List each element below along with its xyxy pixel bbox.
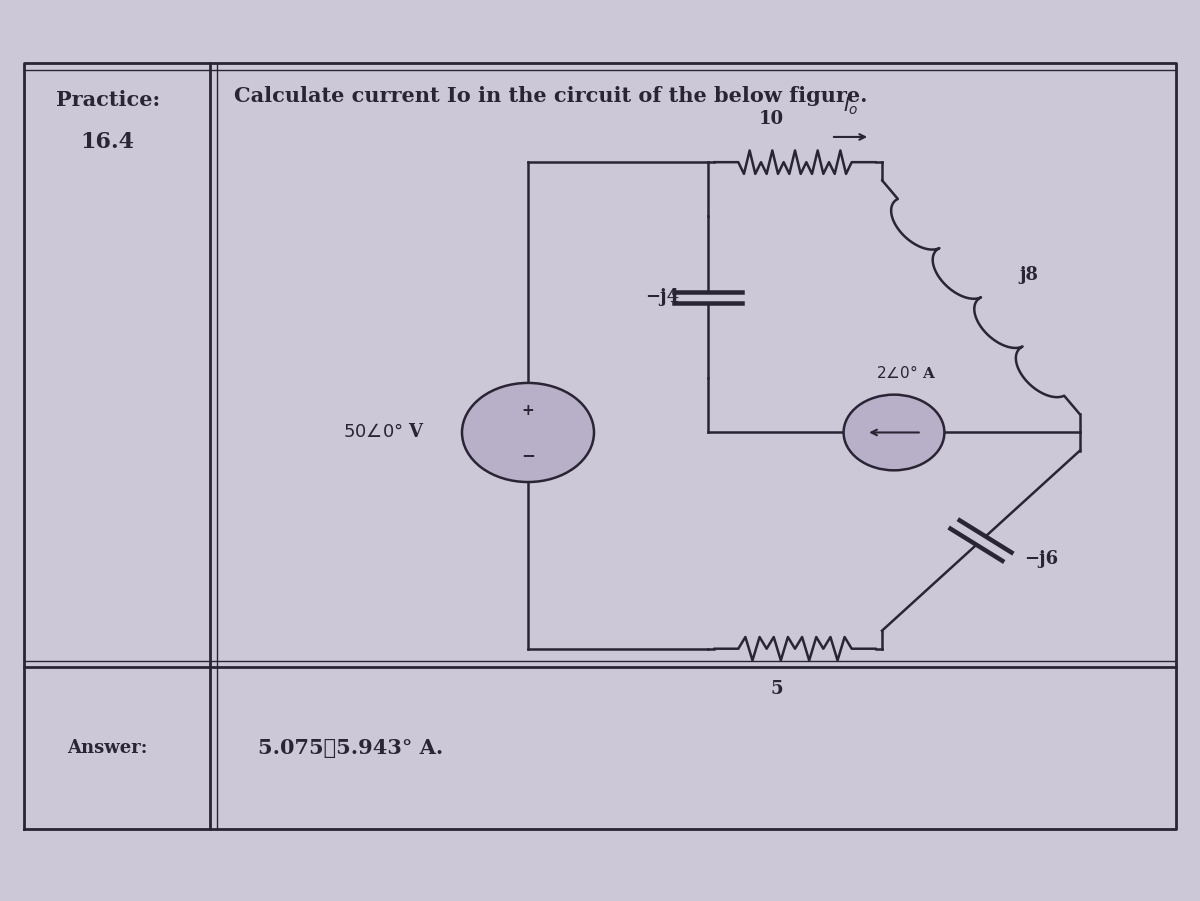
Text: 16.4: 16.4 [80, 131, 134, 152]
Text: $I_o$: $I_o$ [842, 96, 858, 117]
Text: −: − [521, 446, 535, 464]
Text: 5.075∖5.943° A.: 5.075∖5.943° A. [258, 738, 443, 758]
Text: Calculate current Io in the circuit of the below figure.: Calculate current Io in the circuit of t… [234, 86, 868, 105]
Text: j8: j8 [1020, 266, 1038, 284]
Circle shape [462, 383, 594, 482]
Text: $2\angle0°$ A: $2\angle0°$ A [876, 364, 936, 381]
Text: −j4: −j4 [646, 288, 679, 306]
Text: 5: 5 [770, 680, 784, 698]
Text: +: + [522, 403, 534, 418]
Circle shape [844, 395, 944, 470]
Text: Practice:: Practice: [55, 90, 160, 110]
Text: 10: 10 [758, 110, 784, 128]
Text: Answer:: Answer: [67, 739, 148, 757]
Text: −j6: −j6 [1024, 550, 1058, 568]
Text: $50\angle0°$ V: $50\angle0°$ V [343, 423, 425, 441]
